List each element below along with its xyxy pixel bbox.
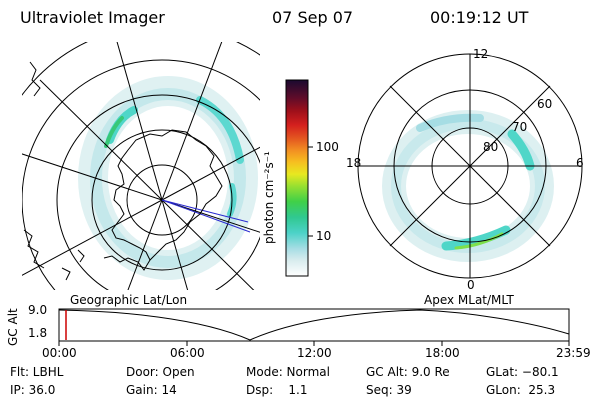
coastline bbox=[29, 61, 41, 97]
mlt-label-18: 18 bbox=[346, 156, 362, 170]
mlt-label-12: 12 bbox=[473, 47, 489, 61]
colorbar-tick-100: 100 bbox=[316, 140, 339, 154]
geographic-map bbox=[22, 42, 260, 290]
mlat-label-80: 80 bbox=[483, 140, 499, 154]
y-tick-1-8: 1.8 bbox=[28, 326, 48, 340]
aurora-patch bbox=[104, 116, 124, 148]
info-seq: Seq: 39 bbox=[366, 383, 412, 397]
meridian bbox=[161, 199, 260, 233]
colorbar-ticks bbox=[308, 146, 313, 237]
colorbar-tick-10: 10 bbox=[316, 229, 332, 243]
timeline-frame bbox=[58, 308, 570, 342]
mlt-label-0: 0 bbox=[467, 278, 475, 292]
y-tick-9: 9.0 bbox=[28, 303, 48, 317]
meridian bbox=[22, 199, 163, 276]
colorbar-unit-label: photon cm⁻²s⁻¹ bbox=[262, 151, 276, 244]
aurora-patch bbox=[507, 129, 535, 171]
x-tick-label: 06:00 bbox=[170, 346, 205, 360]
mlat-label-70: 70 bbox=[512, 120, 528, 134]
lat-circle bbox=[126, 164, 198, 236]
altitude-curve bbox=[58, 309, 570, 341]
meridian bbox=[127, 199, 163, 290]
antarctica-coastline bbox=[111, 129, 223, 261]
gc-alt-axis-label: GC Alt bbox=[6, 308, 20, 346]
meridian bbox=[161, 146, 260, 201]
x-tick-label: 18:00 bbox=[425, 346, 460, 360]
mlt-spoke bbox=[389, 85, 551, 247]
info-gain: Gain: 14 bbox=[126, 383, 177, 397]
meridian bbox=[161, 199, 255, 290]
coastline bbox=[23, 229, 45, 269]
info-glon: GLon: 25.3 bbox=[486, 383, 556, 397]
apex-polar-plot bbox=[357, 53, 583, 279]
apex-caption: Apex MLat/MLT bbox=[424, 293, 514, 307]
colorbar bbox=[285, 79, 309, 277]
aurora-patch bbox=[416, 113, 484, 132]
info-door: Door: Open bbox=[126, 365, 195, 379]
coastline bbox=[61, 267, 71, 281]
lat-circle bbox=[22, 59, 260, 290]
x-tick-label: 00:00 bbox=[42, 346, 77, 360]
aurora-peak bbox=[454, 232, 504, 250]
mlat-label-60: 60 bbox=[537, 97, 553, 111]
info-ip: IP: 36.0 bbox=[10, 383, 56, 397]
meridian bbox=[161, 42, 223, 201]
meridian bbox=[116, 42, 163, 201]
info-gc-alt: GC Alt: 9.0 Re bbox=[366, 365, 450, 379]
lat-circle bbox=[56, 94, 260, 290]
date-label: 07 Sep 07 bbox=[272, 8, 354, 27]
geographic-caption: Geographic Lat/Lon bbox=[70, 293, 188, 307]
altitude-timeline bbox=[58, 308, 570, 346]
timeline-ticks bbox=[58, 341, 570, 346]
aurora-patch bbox=[196, 96, 244, 164]
info-filter: Flt: LBHL bbox=[10, 365, 64, 379]
meridian bbox=[39, 79, 163, 201]
latitude-circles bbox=[22, 42, 260, 290]
meridian bbox=[22, 153, 163, 201]
sun-direction-line bbox=[161, 199, 249, 223]
info-glat: GLat: −80.1 bbox=[486, 365, 559, 379]
mlt-label-6: 6 bbox=[576, 156, 584, 170]
aurora-oval-inner bbox=[391, 119, 545, 253]
sun-direction-line bbox=[161, 199, 251, 233]
aurora-patch bbox=[441, 225, 511, 251]
x-tick-label: 23:59 bbox=[556, 346, 591, 360]
meridian bbox=[161, 199, 189, 290]
coastline bbox=[77, 249, 85, 263]
meridians bbox=[22, 42, 260, 290]
coastline bbox=[103, 255, 151, 271]
info-dsp: Dsp: 1.1 bbox=[246, 383, 308, 397]
time-label: 00:19:12 UT bbox=[430, 8, 529, 27]
imager-title: Ultraviolet Imager bbox=[20, 8, 165, 27]
mlt-spokes bbox=[358, 54, 582, 278]
lat-circle bbox=[91, 129, 233, 271]
info-mode: Mode: Normal bbox=[246, 365, 330, 379]
x-tick-label: 12:00 bbox=[297, 346, 332, 360]
